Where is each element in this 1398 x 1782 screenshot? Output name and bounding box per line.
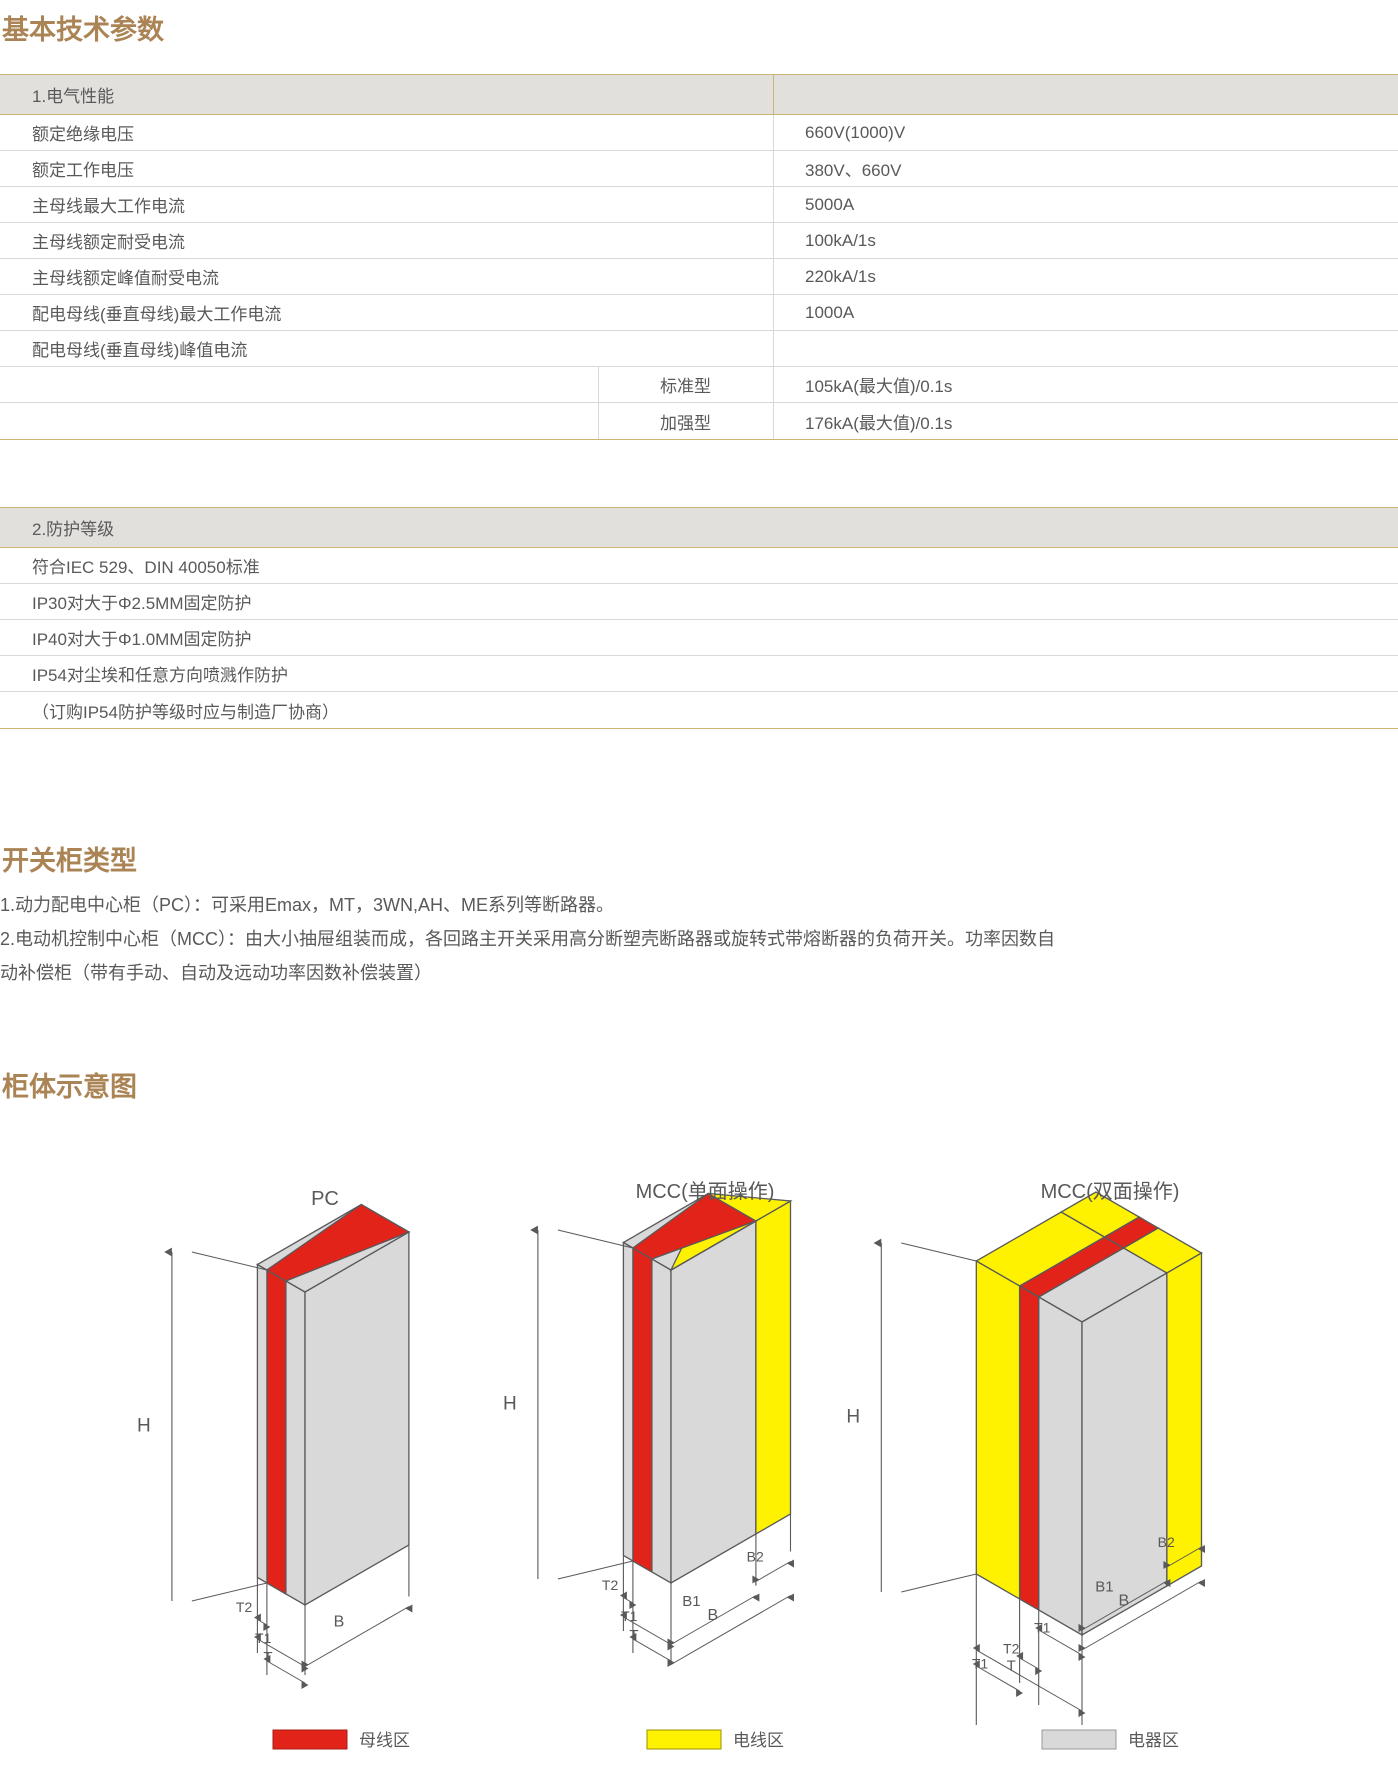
svg-text:T1: T1 [255, 1630, 272, 1646]
svg-text:PC: PC [311, 1188, 339, 1210]
svg-text:H: H [137, 1416, 151, 1437]
svg-text:电器区: 电器区 [1128, 1731, 1179, 1750]
svg-text:T2: T2 [602, 1577, 619, 1593]
svg-text:H: H [846, 1407, 860, 1428]
svg-text:B: B [334, 1614, 345, 1631]
svg-text:T1: T1 [621, 1608, 638, 1624]
svg-text:MCC(双面操作): MCC(双面操作) [1041, 1180, 1180, 1203]
svg-text:T2: T2 [1003, 1641, 1020, 1657]
svg-text:T2: T2 [236, 1599, 253, 1615]
svg-text:电线区: 电线区 [733, 1731, 784, 1750]
svg-text:B2: B2 [1158, 1534, 1175, 1550]
svg-text:MCC(单面操作): MCC(单面操作) [636, 1180, 775, 1203]
svg-text:B1: B1 [1095, 1579, 1113, 1596]
svg-text:B: B [707, 1607, 718, 1624]
svg-text:H: H [503, 1394, 517, 1415]
svg-text:T: T [1007, 1658, 1016, 1675]
svg-text:T1: T1 [972, 1656, 989, 1672]
svg-text:B: B [1118, 1593, 1129, 1610]
svg-text:母线区: 母线区 [359, 1731, 410, 1750]
svg-text:T1: T1 [1034, 1620, 1051, 1636]
svg-text:T: T [263, 1649, 272, 1666]
svg-text:B1: B1 [682, 1593, 700, 1610]
svg-text:B2: B2 [747, 1549, 764, 1565]
svg-text:T: T [629, 1627, 638, 1644]
